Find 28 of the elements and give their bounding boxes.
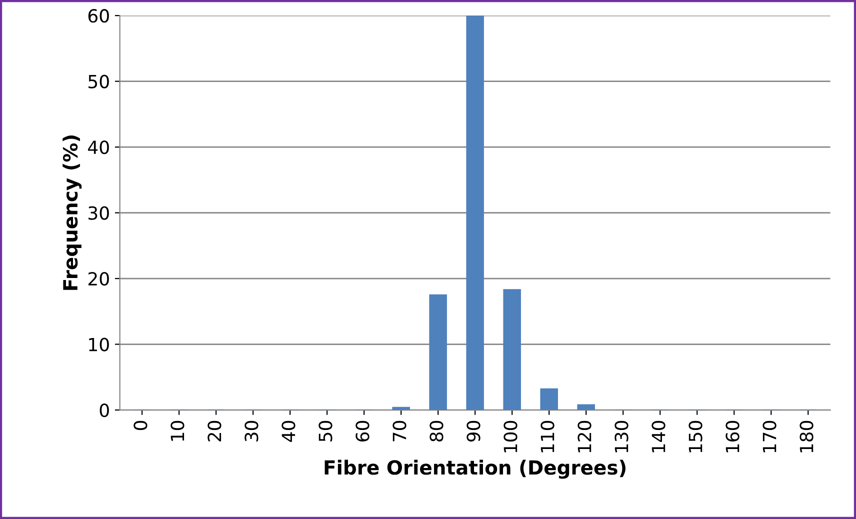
x-tick-label: 10	[170, 420, 184, 441]
x-tick-label: 110	[540, 420, 554, 452]
x-tick-label: 60	[356, 420, 370, 442]
x-tick-label: 80	[430, 420, 444, 442]
x-axis-title: Fibre Orientation (Degrees)	[324, 460, 626, 479]
x-tick-label: 120	[578, 420, 592, 452]
x-tick-label: 150	[688, 420, 702, 452]
x-tick-label: 170	[762, 420, 776, 452]
x-tick-label: 90	[466, 420, 480, 442]
x-tick-label: 40	[282, 420, 296, 442]
x-tick-label: 30	[244, 420, 258, 442]
y-tick-label: 50	[88, 74, 109, 88]
x-tick-label: 180	[800, 420, 814, 452]
x-tick-label: 70	[392, 420, 406, 442]
x-tick-label: 140	[652, 420, 666, 452]
y-tick-label: 10	[89, 338, 109, 352]
y-tick-label: 20	[88, 272, 109, 286]
x-tick-label: 0	[134, 420, 148, 430]
y-tick-label: 60	[88, 9, 109, 23]
x-tick-label: 20	[208, 420, 222, 442]
x-tick-label: 160	[726, 420, 740, 452]
x-tick-label: 100	[504, 420, 518, 452]
y-tick-label: 40	[88, 140, 109, 154]
y-tick-label: 0	[100, 403, 109, 418]
x-tick-label: 50	[318, 420, 332, 442]
x-tick-label: 130	[614, 420, 628, 452]
y-tick-label: 30	[88, 206, 109, 220]
y-axis-title: Frequency (%)	[62, 136, 82, 290]
